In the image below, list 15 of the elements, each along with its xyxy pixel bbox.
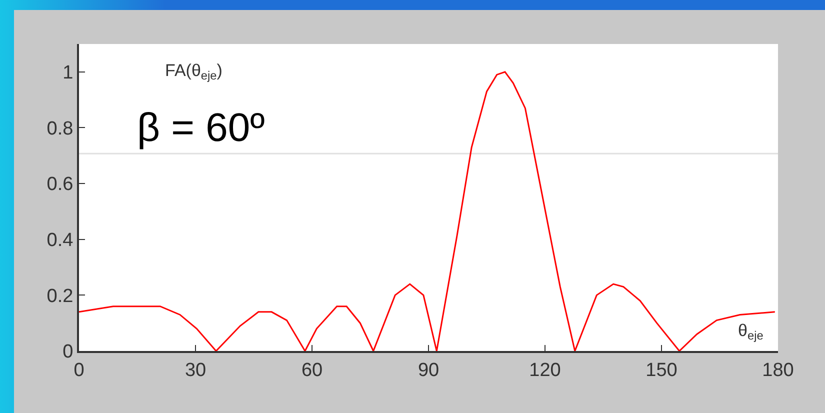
y-tick-label: 0.6 — [46, 174, 74, 196]
annotation: θ$_{eje}$ — [738, 321, 764, 343]
y-tick-label: 0 — [62, 342, 74, 363]
x-tick-label: 60 — [301, 360, 323, 381]
x-tick-label: 150 — [646, 360, 678, 381]
x-tick-label: 180 — [762, 360, 794, 381]
x-tick-label: 90 — [418, 360, 440, 381]
y-tick-label: 0.2 — [46, 286, 74, 307]
y-tick-label: 0.8 — [46, 118, 74, 140]
y-tick-label: 1 — [62, 62, 74, 84]
y-tick-label: 0.4 — [46, 230, 74, 252]
x-tick-label: 120 — [529, 360, 561, 381]
annotation: β = 60º — [137, 106, 266, 150]
annotation: FA(θ$_{eje}$) — [165, 61, 222, 83]
x-tick-label: 30 — [184, 360, 206, 381]
